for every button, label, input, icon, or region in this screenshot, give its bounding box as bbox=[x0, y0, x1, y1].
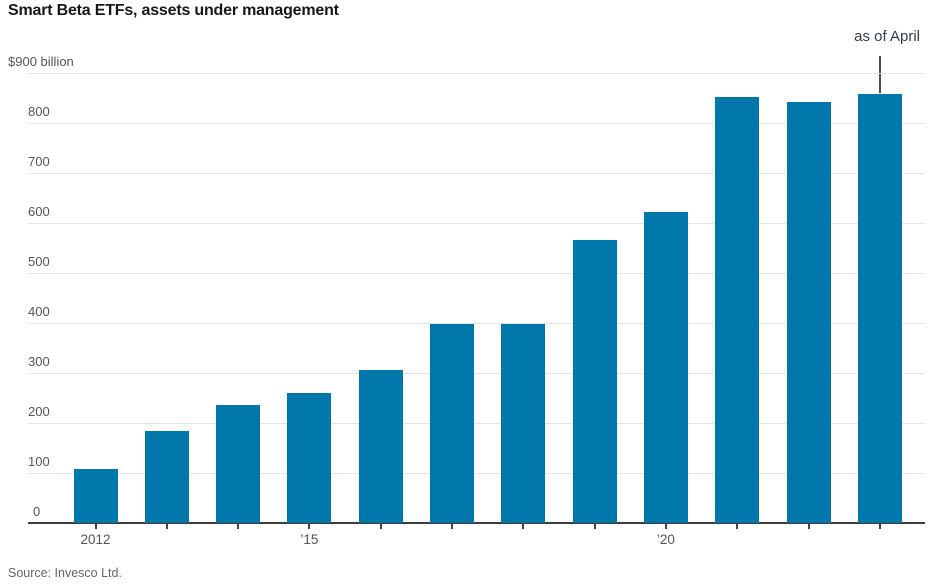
bar-2022 bbox=[786, 102, 831, 523]
y-tick-label-400: 400 bbox=[28, 303, 50, 319]
x-tick-2017 bbox=[451, 523, 453, 529]
y-tick-label-500: 500 bbox=[28, 253, 50, 269]
y-tick-label-100: 100 bbox=[28, 453, 50, 469]
x-label-2020: ’20 bbox=[656, 532, 675, 547]
y-tick-label-700: 700 bbox=[28, 153, 50, 169]
bar-2014 bbox=[216, 405, 261, 523]
bar-2021 bbox=[715, 96, 760, 523]
bar-2016 bbox=[358, 369, 403, 523]
y-tick-label-600: 600 bbox=[28, 203, 50, 219]
x-axis-line bbox=[28, 521, 925, 524]
gridline-700 bbox=[28, 172, 925, 174]
x-tick-2023 bbox=[878, 523, 881, 529]
x-tick-2021 bbox=[736, 523, 739, 529]
y-tick-label-800: 800 bbox=[28, 103, 50, 119]
x-tick-2016 bbox=[379, 523, 382, 529]
x-tick-2022 bbox=[807, 523, 810, 529]
annotation-as-of-april: as of April bbox=[854, 28, 920, 45]
gridline-500 bbox=[28, 272, 925, 274]
gridline-100 bbox=[28, 472, 925, 474]
bar-2013 bbox=[144, 430, 189, 523]
gridline-900 bbox=[28, 72, 925, 74]
y-tick-label-0: 0 bbox=[33, 503, 41, 519]
gridline-300 bbox=[28, 372, 925, 374]
source-credit: Source: Invesco Ltd. bbox=[8, 566, 122, 580]
x-tick-2014 bbox=[237, 523, 240, 529]
bar-2020 bbox=[643, 211, 688, 523]
y-tick-label-900: $900 billion bbox=[8, 53, 74, 69]
bar-2017 bbox=[430, 324, 474, 523]
x-label-2015: ’15 bbox=[300, 532, 319, 547]
gridline-600 bbox=[28, 222, 925, 224]
y-tick-label-200: 200 bbox=[28, 403, 50, 419]
gridline-400 bbox=[28, 322, 925, 324]
x-tick-2018 bbox=[522, 523, 525, 529]
chart-title: Smart Beta ETFs, assets under management bbox=[8, 2, 339, 19]
x-tick-2012 bbox=[94, 523, 97, 529]
x-tick-2020 bbox=[664, 523, 667, 529]
gridline-800 bbox=[28, 122, 925, 124]
x-tick-2019 bbox=[593, 523, 596, 529]
annotation-pointer-line bbox=[879, 56, 881, 93]
bar-2018 bbox=[501, 324, 546, 523]
x-label-2012: 2012 bbox=[80, 532, 111, 547]
x-tick-2013 bbox=[165, 523, 168, 529]
bar-2023 bbox=[857, 93, 902, 523]
gridline-200 bbox=[28, 422, 925, 424]
x-tick-2015 bbox=[308, 523, 311, 529]
bar-2019 bbox=[572, 239, 617, 523]
y-tick-label-300: 300 bbox=[28, 353, 50, 369]
bar-2015 bbox=[287, 392, 332, 523]
bar-2012 bbox=[73, 468, 118, 523]
